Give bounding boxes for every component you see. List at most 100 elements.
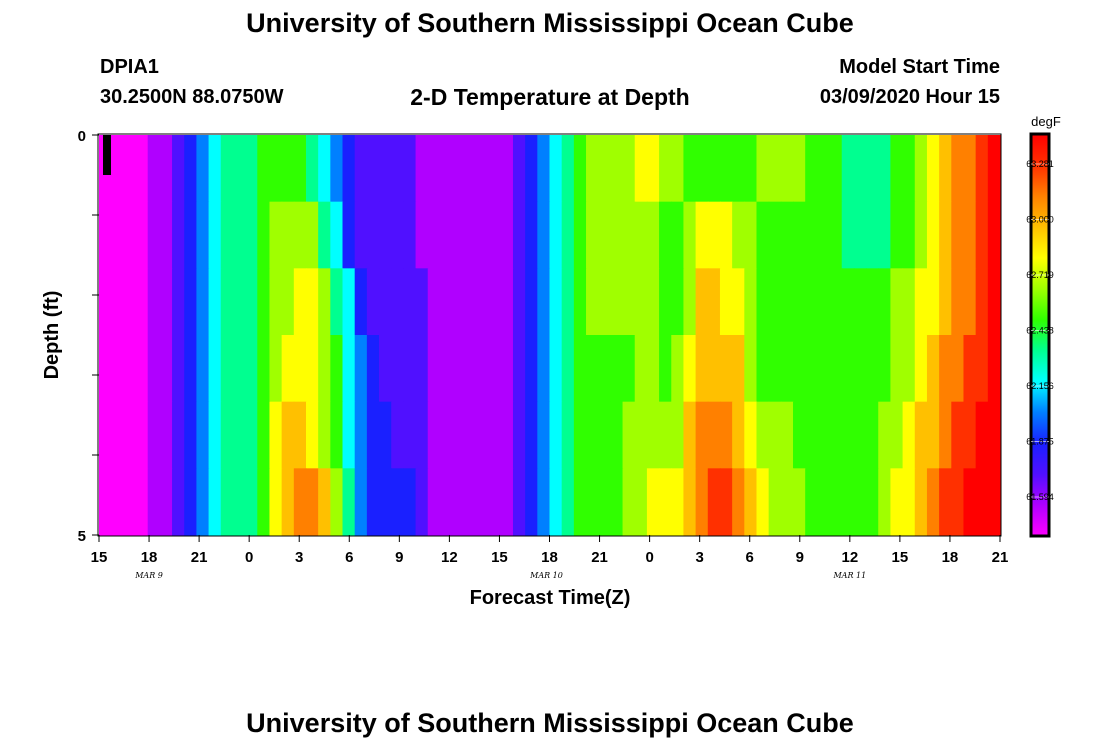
heatmap-cell bbox=[366, 335, 380, 403]
heatmap-cell bbox=[330, 335, 344, 403]
heatmap-cell bbox=[196, 201, 210, 269]
heatmap-cell bbox=[318, 201, 331, 269]
heatmap-cell bbox=[379, 268, 392, 336]
heatmap-cell bbox=[293, 335, 307, 403]
heatmap-cell bbox=[220, 468, 234, 536]
heatmap-cell bbox=[439, 468, 453, 536]
heatmap-cell bbox=[257, 468, 271, 536]
heatmap-cell bbox=[123, 268, 137, 336]
heatmap-cell bbox=[659, 268, 672, 336]
heatmap-cell bbox=[476, 268, 490, 336]
date-label: MAR 10 bbox=[529, 571, 563, 580]
heatmap-cell bbox=[354, 335, 368, 403]
heatmap-cell bbox=[403, 335, 417, 403]
heatmap-cell bbox=[586, 135, 599, 203]
heatmap-cell bbox=[427, 468, 441, 536]
heatmap-cell bbox=[866, 135, 879, 203]
heatmap-cell bbox=[500, 135, 514, 203]
heatmap-cell bbox=[159, 135, 173, 203]
heatmap-cell bbox=[622, 135, 636, 203]
heatmap-cell bbox=[707, 401, 721, 469]
heatmap-cell bbox=[366, 468, 380, 536]
heatmap-cell bbox=[890, 468, 904, 536]
heatmap-cell bbox=[586, 401, 599, 469]
heatmap-cell bbox=[354, 468, 368, 536]
heatmap-cell bbox=[452, 135, 465, 203]
heatmap-cell bbox=[439, 335, 453, 403]
heatmap-cell bbox=[926, 268, 940, 336]
heatmap-cell bbox=[622, 335, 636, 403]
heatmap-cell bbox=[914, 135, 928, 203]
heatmap-cell bbox=[878, 201, 892, 269]
heatmap-cell bbox=[805, 335, 818, 403]
heatmap-cell bbox=[707, 268, 721, 336]
heatmap-cell bbox=[768, 401, 782, 469]
heatmap-cell bbox=[147, 201, 161, 269]
heatmap-cell bbox=[622, 201, 636, 269]
heatmap-cell bbox=[695, 401, 709, 469]
heatmap-cell bbox=[805, 201, 818, 269]
heatmap-cell bbox=[452, 468, 465, 536]
heatmap-cell bbox=[719, 201, 733, 269]
heatmap-cell bbox=[123, 335, 137, 403]
heatmap-cell bbox=[963, 335, 977, 403]
heatmap-cell bbox=[926, 335, 940, 403]
heatmap-cell bbox=[744, 468, 758, 536]
heatmap-cell bbox=[427, 135, 441, 203]
heatmap-cell bbox=[659, 401, 672, 469]
heatmap-cell bbox=[476, 201, 490, 269]
heatmap-cell bbox=[817, 135, 831, 203]
heatmap-cell bbox=[196, 468, 210, 536]
heatmap-cell bbox=[525, 468, 538, 536]
heatmap-cell bbox=[707, 201, 721, 269]
heatmap-cell bbox=[573, 135, 587, 203]
heatmap-cell bbox=[561, 335, 575, 403]
heatmap-cell bbox=[975, 401, 989, 469]
heatmap-cell bbox=[245, 468, 258, 536]
heatmap-cell bbox=[683, 135, 697, 203]
heatmap-cell bbox=[318, 401, 331, 469]
heatmap-cell bbox=[330, 268, 344, 336]
heatmap-cell bbox=[488, 268, 502, 336]
heatmap-cell bbox=[488, 468, 502, 536]
heatmap-cell bbox=[866, 268, 879, 336]
heatmap-cell bbox=[159, 335, 173, 403]
heatmap-cell bbox=[939, 468, 952, 536]
heatmap-cell bbox=[853, 268, 867, 336]
heatmap-cell bbox=[926, 401, 940, 469]
heatmap-cell bbox=[719, 268, 733, 336]
heatmap-cell bbox=[841, 135, 855, 203]
heatmap-cell bbox=[780, 335, 794, 403]
heatmap-cell bbox=[817, 268, 831, 336]
heatmap-cell bbox=[208, 401, 222, 469]
heatmap-cell bbox=[671, 135, 685, 203]
heatmap-cell bbox=[488, 335, 502, 403]
heatmap-cell bbox=[111, 135, 124, 203]
heatmap-cell bbox=[902, 335, 916, 403]
heatmap-cell bbox=[439, 135, 453, 203]
heatmap-cell bbox=[890, 335, 904, 403]
heatmap-cell bbox=[99, 335, 112, 403]
heatmap-cell bbox=[184, 201, 198, 269]
heatmap-cell bbox=[793, 268, 806, 336]
heatmap-cell bbox=[403, 135, 417, 203]
heatmap-cell bbox=[147, 335, 161, 403]
heatmap-cell bbox=[99, 401, 112, 469]
heatmap-cell bbox=[683, 201, 697, 269]
heatmap-cell bbox=[805, 135, 818, 203]
heatmap-cell bbox=[902, 468, 916, 536]
heatmap-cell bbox=[269, 135, 283, 203]
heatmap-cell bbox=[768, 201, 782, 269]
heatmap-cell bbox=[598, 335, 611, 403]
heatmap-cell bbox=[525, 135, 538, 203]
heatmap-cell bbox=[293, 201, 307, 269]
heatmap-cell bbox=[379, 201, 392, 269]
heatmap-cell bbox=[99, 468, 112, 536]
heatmap-cell bbox=[111, 468, 124, 536]
heatmap-cell bbox=[732, 135, 745, 203]
heatmap-cell bbox=[318, 268, 331, 336]
x-tick-label: 21 bbox=[992, 549, 1009, 566]
heatmap-cell bbox=[184, 401, 198, 469]
heatmap-cell bbox=[99, 268, 112, 336]
heatmap-cell bbox=[391, 401, 404, 469]
